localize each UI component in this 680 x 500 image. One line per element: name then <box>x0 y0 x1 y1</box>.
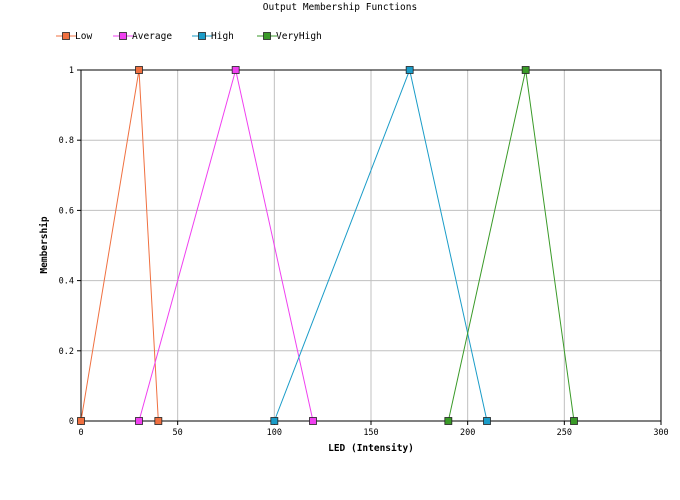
marker-veryhigh <box>570 417 578 425</box>
marker-veryhigh <box>444 417 453 425</box>
marker-high <box>483 417 491 425</box>
y-tick-label: 1 <box>69 66 74 76</box>
y-tick-label: 0.8 <box>59 136 74 146</box>
x-tick-label: 300 <box>653 428 668 438</box>
marker-average <box>309 417 317 425</box>
x-axis-label: LED (Intensity) <box>328 443 414 454</box>
marker-average <box>135 417 143 425</box>
y-tick-label: 0.4 <box>59 277 74 287</box>
y-tick-label: 0 <box>69 417 74 427</box>
legend-label-low: Low <box>75 31 92 42</box>
marker-low <box>154 417 163 425</box>
gridlines <box>81 70 661 421</box>
axis-ticks: 0 50 100 150 200 250 300 0 0.2 0.4 0.6 0.8 1 <box>59 66 669 438</box>
series-line-low <box>80 69 159 422</box>
marker-high <box>270 417 279 425</box>
x-tick-label: 250 <box>557 428 572 438</box>
x-tick-label: 100 <box>267 428 282 438</box>
x-tick-label: 50 <box>173 428 183 438</box>
marker-average <box>231 66 240 74</box>
legend-label-average: Average <box>132 31 172 42</box>
y-tick-label: 0.2 <box>59 347 74 357</box>
x-tick-label: 200 <box>460 428 475 438</box>
marker-low <box>77 417 85 425</box>
series-line-high <box>273 68 488 422</box>
marker-high <box>405 66 414 74</box>
marker-veryhigh <box>521 66 530 74</box>
series-lines <box>80 68 575 422</box>
x-tick-label: 0 <box>78 428 83 438</box>
legend-label-veryhigh: VeryHigh <box>276 31 322 42</box>
y-axis-label: Membership <box>39 216 50 273</box>
x-tick-label: 150 <box>363 428 378 438</box>
marker-low <box>135 66 143 74</box>
legend-marker-low <box>62 32 70 40</box>
legend-marker-veryhigh <box>263 32 271 40</box>
legend: Low Average High VeryHigh <box>56 31 322 42</box>
legend-marker-average <box>119 32 127 40</box>
y-tick-label: 0.6 <box>59 206 74 216</box>
chart-title: Output Membership Functions <box>263 2 417 13</box>
legend-label-high: High <box>211 31 234 42</box>
legend-marker-high <box>198 32 206 40</box>
series-line-average <box>138 69 314 422</box>
series-markers <box>77 66 578 425</box>
